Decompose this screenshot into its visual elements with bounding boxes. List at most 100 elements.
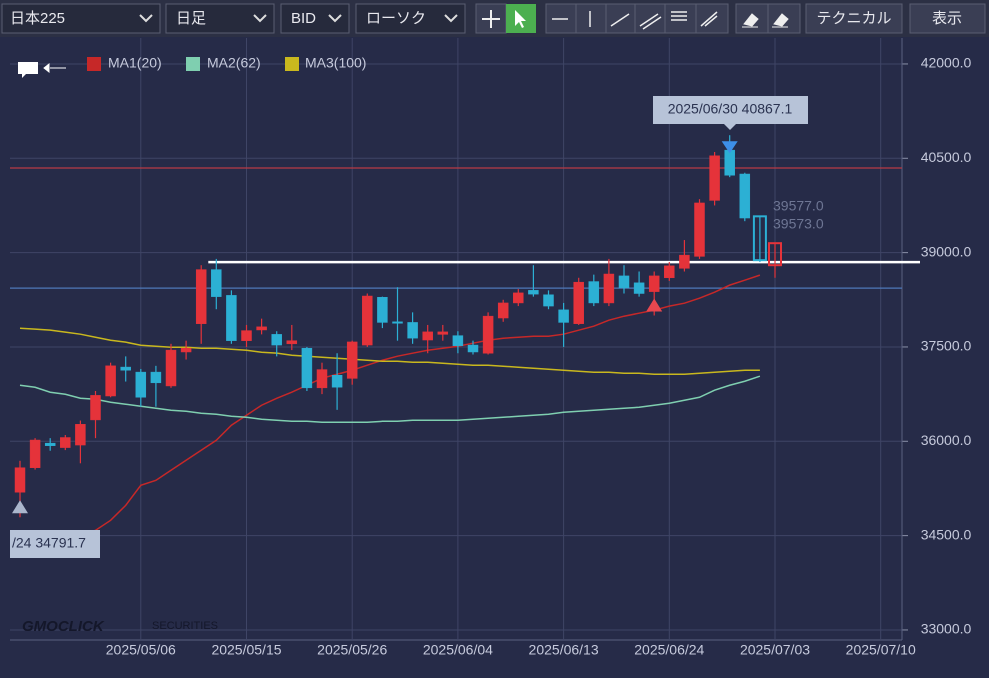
candle-body bbox=[513, 292, 524, 304]
candle-body bbox=[467, 344, 479, 353]
x-tick-label: 2025/06/04 bbox=[423, 642, 493, 658]
candle-body bbox=[543, 294, 554, 307]
select-label: ローソク bbox=[366, 10, 426, 27]
candle-body bbox=[724, 149, 735, 176]
symbol-select[interactable]: 日本225 bbox=[1, 3, 161, 34]
pointer-button[interactable] bbox=[506, 4, 536, 33]
high-annotation: 2025/06/30 40867.1 bbox=[653, 96, 808, 130]
candle-body bbox=[105, 365, 116, 397]
y-tick-label: 34500.0 bbox=[921, 526, 972, 542]
candle-body bbox=[286, 340, 298, 345]
price-select[interactable]: BID bbox=[280, 3, 350, 34]
legend-swatch bbox=[285, 57, 299, 71]
x-tick-label: 2025/05/06 bbox=[106, 642, 176, 658]
select-label: 日足 bbox=[176, 10, 206, 27]
legend-label: MA2(62) bbox=[207, 55, 261, 71]
candle-body bbox=[482, 315, 494, 354]
draw-tools[interactable] bbox=[545, 3, 729, 34]
candle-body bbox=[768, 242, 782, 267]
signal-marker bbox=[646, 298, 663, 312]
candle-body bbox=[301, 347, 313, 389]
y-tick-label: 40500.0 bbox=[921, 149, 972, 165]
candle-body bbox=[346, 341, 358, 379]
ma-line bbox=[19, 327, 760, 375]
candle-body bbox=[241, 330, 252, 341]
candle-body bbox=[90, 395, 101, 421]
legend-label: MA3(100) bbox=[305, 55, 366, 71]
candle-body bbox=[739, 173, 751, 219]
candle-body bbox=[528, 290, 539, 295]
candle-body bbox=[29, 439, 41, 468]
candle-body bbox=[392, 321, 403, 324]
candle-body bbox=[573, 281, 584, 324]
candle-body bbox=[135, 371, 147, 398]
price-label: 39577.0 bbox=[773, 198, 824, 214]
candle-body bbox=[664, 265, 675, 279]
period-select[interactable]: 日足 bbox=[165, 3, 275, 34]
candle-body bbox=[588, 281, 600, 304]
y-tick-label: 36000.0 bbox=[921, 432, 972, 448]
candle-body bbox=[226, 295, 237, 341]
candle-body bbox=[362, 295, 373, 346]
candle-body bbox=[679, 254, 690, 269]
select-label: 日本225 bbox=[10, 10, 65, 27]
watermark: GMOCLICK bbox=[22, 618, 105, 635]
price-label: 39573.0 bbox=[773, 216, 824, 232]
x-tick-label: 2025/06/24 bbox=[634, 642, 704, 658]
x-tick-label: 2025/05/26 bbox=[317, 642, 387, 658]
watermark: SECURITIES bbox=[152, 620, 218, 632]
candle-body bbox=[497, 302, 509, 319]
button-label: テクニカル bbox=[816, 10, 891, 27]
candle-body bbox=[60, 437, 71, 448]
candle-body bbox=[271, 334, 282, 346]
candle-body bbox=[44, 442, 56, 446]
x-tick-label: 2025/07/03 bbox=[740, 642, 810, 658]
legend-swatch bbox=[87, 57, 101, 71]
y-tick-label: 39000.0 bbox=[921, 243, 972, 259]
candle-body bbox=[180, 347, 192, 353]
chart-type-select[interactable]: ローソク bbox=[355, 3, 466, 34]
candle-body bbox=[422, 331, 433, 341]
ma-line bbox=[19, 274, 761, 547]
low-annotation: /24 34791.7 bbox=[10, 530, 100, 558]
candle-body bbox=[558, 309, 569, 323]
plot: 33000.0 34500.0 36000.0 37500.0 39000.0 40500… bbox=[10, 38, 972, 658]
candle-body bbox=[331, 375, 343, 388]
candle-body bbox=[618, 275, 630, 289]
x-tick-label: 2025/05/15 bbox=[211, 642, 281, 658]
signal-marker bbox=[12, 500, 28, 514]
crosshair-button[interactable] bbox=[475, 3, 507, 34]
technical-button[interactable]: テクニカル bbox=[805, 3, 903, 34]
candle-body bbox=[407, 322, 418, 339]
signal-marker bbox=[721, 141, 738, 154]
button-label: 表示 bbox=[932, 10, 962, 27]
select-label: BID bbox=[291, 10, 316, 27]
y-tick-label: 42000.0 bbox=[921, 55, 972, 71]
legend-icon[interactable] bbox=[18, 62, 38, 78]
candle-body bbox=[709, 155, 720, 201]
candle-body bbox=[14, 467, 26, 493]
legend-label: MA1(20) bbox=[108, 55, 162, 71]
candle-body bbox=[752, 215, 767, 262]
candle-body bbox=[437, 331, 449, 335]
legend: MA1(20) MA2(62) MA3(100) bbox=[18, 55, 366, 78]
display-button[interactable]: 表示 bbox=[909, 3, 986, 34]
candle-body bbox=[150, 371, 162, 384]
annotation-text: 2025/06/30 40867.1 bbox=[668, 101, 793, 117]
candle-body bbox=[452, 335, 464, 346]
candle-body bbox=[603, 273, 615, 304]
legend-toggle[interactable] bbox=[43, 62, 66, 74]
candle-body bbox=[211, 269, 222, 297]
annotation-text: /24 34791.7 bbox=[12, 535, 86, 551]
candle-body bbox=[120, 366, 131, 371]
ma-line bbox=[19, 375, 761, 424]
candle-body bbox=[165, 349, 177, 387]
eraser-buttons[interactable] bbox=[735, 3, 801, 34]
candle-body bbox=[648, 275, 660, 292]
candle-body bbox=[377, 297, 388, 323]
y-tick-label: 33000.0 bbox=[921, 621, 972, 637]
candle-body bbox=[316, 369, 328, 389]
candle-body bbox=[256, 326, 267, 331]
